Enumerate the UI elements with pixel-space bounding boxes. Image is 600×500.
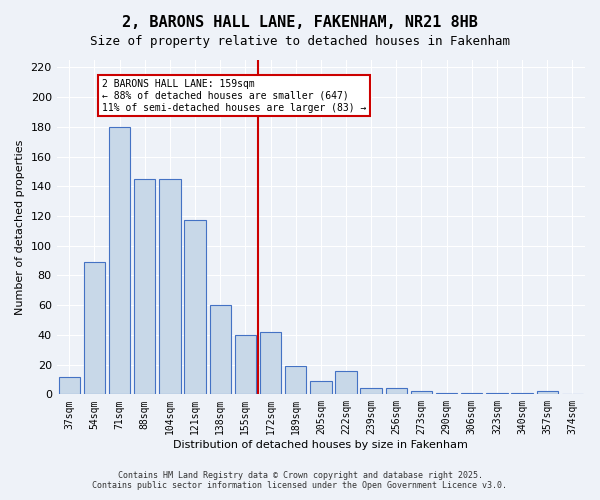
Text: Contains HM Land Registry data © Crown copyright and database right 2025.
Contai: Contains HM Land Registry data © Crown c… [92, 470, 508, 490]
Bar [235, 335, 256, 394]
Bar [361, 388, 382, 394]
Bar [84, 262, 105, 394]
Bar [260, 332, 281, 394]
Bar [511, 393, 533, 394]
Bar [411, 392, 432, 394]
Bar [310, 381, 332, 394]
Bar [59, 376, 80, 394]
Bar [486, 393, 508, 394]
Bar [184, 220, 206, 394]
Bar [461, 393, 482, 394]
Bar [436, 393, 457, 394]
Bar [335, 370, 356, 394]
Bar [159, 179, 181, 394]
Bar [209, 305, 231, 394]
Text: 2, BARONS HALL LANE, FAKENHAM, NR21 8HB: 2, BARONS HALL LANE, FAKENHAM, NR21 8HB [122, 15, 478, 30]
Y-axis label: Number of detached properties: Number of detached properties [15, 140, 25, 315]
Bar [285, 366, 307, 394]
Bar [109, 127, 130, 394]
Bar [386, 388, 407, 394]
Text: Size of property relative to detached houses in Fakenham: Size of property relative to detached ho… [90, 35, 510, 48]
Text: 2 BARONS HALL LANE: 159sqm
← 88% of detached houses are smaller (647)
11% of sem: 2 BARONS HALL LANE: 159sqm ← 88% of deta… [102, 80, 367, 112]
X-axis label: Distribution of detached houses by size in Fakenham: Distribution of detached houses by size … [173, 440, 468, 450]
Bar [536, 392, 558, 394]
Bar [134, 179, 155, 394]
